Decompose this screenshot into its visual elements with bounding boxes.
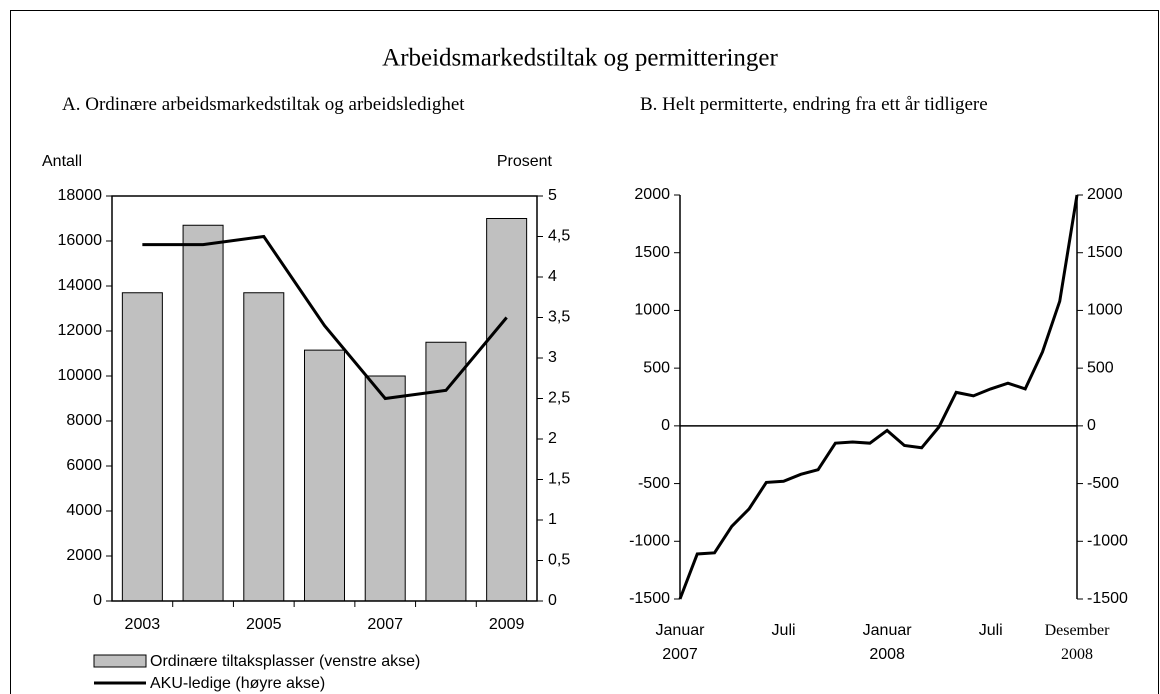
subtitle-a: A. Ordinære arbeidsmarkedstiltak og arbe… xyxy=(62,94,465,115)
chart-title: Arbeidsmarkedstiltak og permitteringer xyxy=(382,45,778,72)
legend-swatch xyxy=(93,654,147,668)
line xyxy=(678,194,1079,600)
y-tick-label: 8000 xyxy=(66,412,102,429)
y2-tick-label: 500 xyxy=(1087,359,1114,376)
y2-tick-label: 1,5 xyxy=(548,471,570,488)
bar xyxy=(243,292,285,602)
bar xyxy=(304,349,345,602)
y-tick-label: 10000 xyxy=(58,367,103,384)
x-tick-label: 2003 xyxy=(125,616,161,633)
y-tick-label: 1500 xyxy=(634,244,670,261)
y-tick-label: 6000 xyxy=(66,457,102,474)
line xyxy=(142,234,508,401)
y-tick-label: -1500 xyxy=(629,590,670,607)
y2-tick-label: -1500 xyxy=(1087,590,1128,607)
y-tick-label: 1000 xyxy=(634,302,670,319)
y2-tick-label: 4 xyxy=(548,268,557,285)
y-tick-label: 16000 xyxy=(58,232,103,249)
y-tick-label: -500 xyxy=(638,475,670,492)
y-tick-label: 0 xyxy=(661,417,670,434)
x-tick-label: 2009 xyxy=(489,616,525,633)
y2-tick-label: 1 xyxy=(548,511,557,528)
x-tick-label: Juli xyxy=(772,622,796,639)
legend-label: AKU-ledige (høyre akse) xyxy=(150,675,325,692)
y2-tick-label: 3,5 xyxy=(548,309,570,326)
y-tick-label: -1000 xyxy=(629,533,670,550)
y2-tick-label: 0,5 xyxy=(548,552,570,569)
bar xyxy=(364,375,406,602)
y-tick-label: 500 xyxy=(643,359,670,376)
y-tick-label: 2000 xyxy=(66,547,102,564)
y2-tick-label: 0 xyxy=(1087,417,1096,434)
bar xyxy=(486,218,528,602)
y2-tick-label: 2000 xyxy=(1087,186,1123,203)
bar xyxy=(425,341,467,602)
subtitle-b: B. Helt permitterte, endring fra ett år … xyxy=(640,94,988,115)
y2-axis-label: Prosent xyxy=(497,153,553,170)
y2-tick-label: 2 xyxy=(548,430,557,447)
y-tick-label: 2000 xyxy=(634,186,670,203)
legend-label: Ordinære tiltaksplasser (venstre akse) xyxy=(150,653,420,670)
y2-tick-label: 1500 xyxy=(1087,244,1123,261)
frame xyxy=(10,10,1159,694)
y2-tick-label: 3 xyxy=(548,349,557,366)
y-tick-label: 18000 xyxy=(58,187,103,204)
y2-tick-label: 1000 xyxy=(1087,302,1123,319)
y-tick-label: 12000 xyxy=(58,322,103,339)
y2-tick-label: 4,5 xyxy=(548,228,570,245)
x-tick-label: Januar 2007 xyxy=(656,622,706,663)
y2-tick-label: -500 xyxy=(1087,475,1119,492)
y-tick-label: 14000 xyxy=(58,277,103,294)
bar xyxy=(121,292,163,602)
y-tick-label: 4000 xyxy=(66,502,102,519)
bar xyxy=(182,224,224,602)
x-tick-label: Juli xyxy=(979,622,1003,639)
y2-tick-label: 0 xyxy=(548,592,557,609)
y2-tick-label: 5 xyxy=(548,187,557,204)
y2-tick-label: -1000 xyxy=(1087,533,1128,550)
y2-tick-label: 2,5 xyxy=(548,390,570,407)
x-tick-label: 2007 xyxy=(367,616,403,633)
y-axis-label: Antall xyxy=(42,153,82,170)
x-tick-label: Desember 2008 xyxy=(1045,622,1111,663)
y-tick-label: 0 xyxy=(93,592,102,609)
x-tick-label: Januar 2008 xyxy=(863,622,913,663)
x-tick-label: 2005 xyxy=(246,616,282,633)
